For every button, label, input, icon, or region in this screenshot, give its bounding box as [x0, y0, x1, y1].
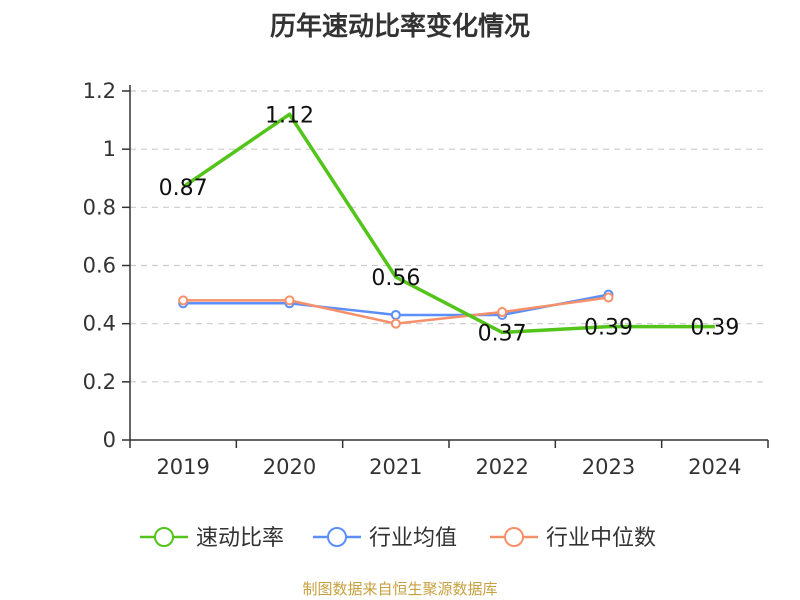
legend-label: 速动比率	[196, 526, 284, 551]
axes: 0 0.2 0.4 0.6 0.8 1 1.2 2019 2020 2021 2022 2023 202…	[83, 79, 769, 479]
chart-title: 历年速动比率变化情况	[269, 12, 530, 42]
legend-swatch-marker	[504, 527, 524, 547]
series-point-2	[497, 307, 508, 318]
source-note: 制图数据来自恒生聚源数据库	[302, 580, 498, 598]
x-tick-label: 2024	[688, 455, 741, 479]
x-tick-label: 2021	[369, 455, 422, 479]
y-tick-label: 0.4	[83, 312, 116, 336]
legend-item-0: 速动比率	[140, 526, 284, 551]
series-point-2	[603, 292, 614, 303]
x-tick-label: 2020	[263, 455, 316, 479]
y-tick-label: 0.6	[83, 254, 116, 278]
legend-item-1: 行业均值	[313, 526, 457, 551]
data-label: 0.56	[371, 266, 420, 291]
legend-label: 行业中位数	[546, 526, 656, 551]
data-labels: 0.87 1.12 0.56 0.37 0.39 0.39	[159, 103, 740, 346]
legend-swatch-marker	[327, 527, 347, 547]
series-point-2	[178, 295, 189, 306]
data-label: 0.87	[159, 176, 208, 201]
y-tick-label: 0.8	[83, 195, 116, 219]
data-label: 0.39	[584, 316, 633, 341]
data-label: 1.12	[265, 103, 314, 128]
y-tick-label: 0.2	[83, 370, 116, 394]
x-tick-label: 2023	[582, 455, 635, 479]
data-label: 0.39	[690, 316, 739, 341]
x-tick-label: 2022	[475, 455, 528, 479]
series-line-0	[182, 112, 715, 335]
data-label: 0.37	[478, 321, 527, 346]
y-tick-label: 0	[103, 428, 116, 452]
series	[178, 112, 715, 335]
x-tick-label: 2019	[156, 455, 209, 479]
series-point-1	[390, 309, 401, 320]
y-tick-label: 1.2	[83, 79, 116, 103]
y-tick-label: 1	[103, 137, 116, 161]
series-point-2	[284, 295, 295, 306]
legend-swatch-marker	[154, 527, 174, 547]
gridlines	[130, 90, 768, 383]
legend-label: 行业均值	[369, 526, 457, 551]
legend-item-2: 行业中位数	[490, 526, 656, 551]
legend: 速动比率 行业均值 行业中位数	[140, 526, 656, 551]
series-point-2	[390, 318, 401, 329]
